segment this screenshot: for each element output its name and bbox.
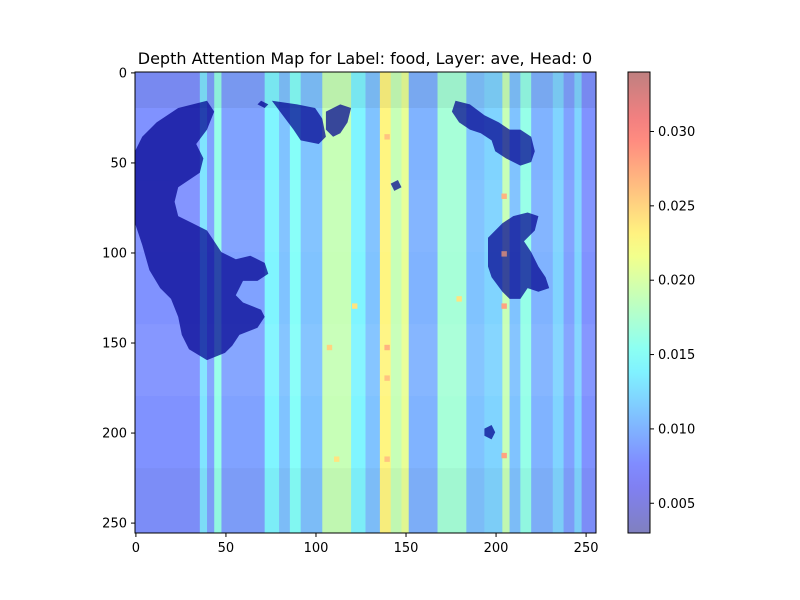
y-tick-label-250: 250	[102, 517, 127, 532]
heatmap-row-shading	[135, 72, 596, 533]
heatmap-column-5	[264, 72, 280, 533]
colorbar-tick-label-5: 0.030	[658, 125, 695, 140]
object-mask-region-2	[257, 100, 269, 108]
heatmap-column-21	[520, 72, 532, 533]
heatmap-column-18	[484, 72, 503, 533]
heatmap-column-11	[365, 72, 381, 533]
y-tick-label-200: 200	[102, 427, 127, 442]
y-tick-label-150: 150	[102, 337, 127, 352]
object-mask-regions	[135, 100, 550, 440]
hotspot-1	[501, 303, 507, 309]
hotspot-11	[456, 296, 462, 302]
colorbar-tick-label-0: 0.005	[658, 497, 695, 512]
colorbar-ticks: 0.005 0.010 0.015 0.020 0.025 0.030	[650, 125, 695, 512]
heatmap-row-band-6	[135, 468, 596, 533]
hotspot-4	[384, 134, 390, 140]
colorbar-frame	[627, 71, 651, 534]
colorbar-tick-label-3: 0.020	[658, 274, 695, 289]
hotspot-3	[501, 452, 507, 459]
hotspot-2	[501, 193, 507, 199]
x-tick-label-150: 150	[394, 541, 419, 556]
heatmap-column-12	[379, 72, 392, 533]
heatmap-column-25	[574, 72, 583, 533]
heatmap-column-13	[390, 72, 403, 533]
hotspot-9	[333, 456, 340, 462]
heatmap-column-15	[408, 72, 439, 533]
hotspot-7	[384, 456, 390, 462]
heatmap-column-20	[509, 72, 521, 533]
heatmap-column-9	[322, 72, 352, 533]
heatmap-column-23	[552, 72, 565, 533]
x-tick-label-0: 0	[132, 541, 140, 556]
colorbar-tick-label-1: 0.010	[658, 422, 695, 437]
heatmap-column-26	[581, 72, 596, 533]
colorbar-tick-label-2: 0.015	[658, 348, 695, 363]
object-mask-region-7	[390, 180, 402, 191]
y-tick-label-50: 50	[110, 156, 127, 171]
hotspot-layer	[326, 134, 507, 462]
object-mask-region-0	[135, 100, 269, 361]
plot-area	[135, 72, 596, 533]
heatmap-column-6	[279, 72, 291, 533]
heatmap-row-band-5	[135, 396, 596, 468]
hotspot-5	[384, 344, 390, 351]
hotspot-10	[351, 303, 358, 309]
x-tick-label-200: 200	[484, 541, 509, 556]
heatmap-column-16	[437, 72, 467, 533]
object-mask-region-4	[451, 100, 535, 166]
hotspot-6	[384, 375, 390, 381]
heatmap-column-8	[300, 72, 323, 533]
object-mask-region-6	[484, 425, 496, 440]
chart-title: Depth Attention Map for Label: food, Lay…	[138, 49, 592, 68]
heatmap-column-17	[466, 72, 485, 533]
heatmap-column-7	[289, 72, 302, 533]
heatmap-column-19	[502, 72, 511, 533]
y-tick-label-0: 0	[119, 66, 127, 81]
object-mask-region-5	[488, 212, 550, 299]
heatmap-row-band-0	[135, 72, 596, 109]
x-tick-label-250: 250	[574, 541, 599, 556]
y-axis: 0 50 100 150 200 250	[102, 66, 135, 532]
object-mask-region-3	[325, 104, 352, 137]
heatmap-column-14	[401, 72, 410, 533]
heatmap-column-24	[563, 72, 575, 533]
x-axis: 0 50 100 150 200 250	[132, 533, 599, 556]
heatmap-column-22	[531, 72, 554, 533]
x-tick-label-50: 50	[218, 541, 235, 556]
colorbar-gradient	[628, 72, 650, 533]
colorbar-tick-label-4: 0.025	[658, 199, 695, 214]
hotspot-8	[326, 344, 333, 351]
colorbar: 0.005 0.010 0.015 0.020 0.025 0.030	[627, 71, 695, 534]
y-tick-label-100: 100	[102, 246, 127, 261]
heatmap-column-10	[351, 72, 367, 533]
x-tick-label-100: 100	[304, 541, 329, 556]
plot-frame	[134, 71, 597, 534]
object-mask-region-1	[271, 100, 326, 144]
heatmap-columns	[135, 72, 596, 533]
hotspot-0	[501, 251, 507, 257]
